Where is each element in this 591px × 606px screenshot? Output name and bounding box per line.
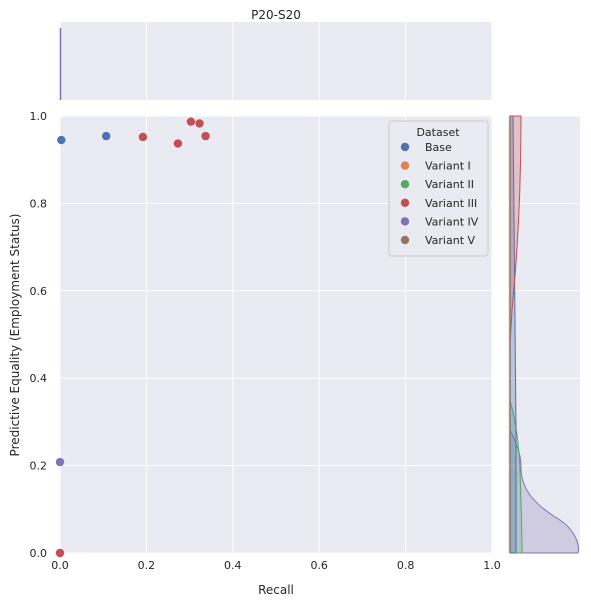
legend-marker-variant-iv: [400, 217, 410, 226]
y-tick-label: 1.0: [30, 110, 48, 123]
point-base: [57, 135, 66, 145]
legend-label-variant-v: Variant V: [425, 234, 476, 247]
legend-marker-base: [400, 142, 410, 152]
legend-title: Dataset: [416, 126, 460, 139]
legend-label-variant-iv: Variant IV: [425, 215, 479, 228]
y-tick-label: 0.6: [30, 285, 48, 298]
legend-marker-variant-v: [400, 235, 410, 245]
right-marginal-kde: [509, 115, 579, 554]
x-tick-label: 0.2: [138, 559, 156, 572]
legend-label-variant-iii: Variant III: [425, 197, 477, 210]
legend-label-variant-i: Variant I: [425, 160, 471, 173]
x-tick-label: 0.6: [310, 559, 328, 572]
x-tick-label: 0.0: [51, 559, 69, 572]
legend: Dataset Base Variant I Variant II Variant I…: [388, 120, 489, 257]
kde-base: [509, 115, 517, 554]
point-variant-iv: [55, 457, 65, 467]
legend-box: [388, 120, 489, 257]
legend-label-variant-ii: Variant II: [425, 178, 474, 191]
point-variant-iii: [173, 139, 183, 148]
y-axis-label: Predictive Equality (Employment Status): [8, 214, 22, 457]
x-axis-label: Recall: [258, 583, 294, 597]
kde-variant-iv: [509, 429, 579, 554]
scatter-points: [55, 117, 210, 558]
x-tick-label: 0.8: [397, 559, 415, 572]
tick-labels: 0.0 0.2 0.4 0.6 0.8 1.0 0.0 0.2 0.4 0.6 0.8 1.0: [30, 110, 501, 572]
point-variant-iii: [195, 119, 204, 128]
legend-marker-variant-ii: [400, 180, 410, 189]
legend-marker-variant-i: [400, 161, 410, 170]
point-variant-iii: [201, 131, 210, 141]
point-base: [102, 131, 111, 141]
x-tick-label: 1.0: [483, 559, 501, 572]
chart-title: P20-S20: [251, 8, 301, 22]
top-marginal-panel: [60, 22, 492, 100]
point-variant-iii: [55, 548, 65, 558]
y-tick-label: 0.4: [30, 372, 48, 385]
x-tick-label: 0.4: [224, 559, 242, 572]
y-tick-label: 0.2: [30, 460, 48, 473]
point-variant-iii: [138, 132, 148, 142]
point-variant-iii: [186, 117, 196, 126]
y-tick-label: 0.8: [30, 197, 48, 210]
legend-label-base: Base: [425, 141, 452, 154]
legend-marker-variant-iii: [400, 198, 410, 207]
y-tick-label: 0.0: [30, 547, 48, 560]
